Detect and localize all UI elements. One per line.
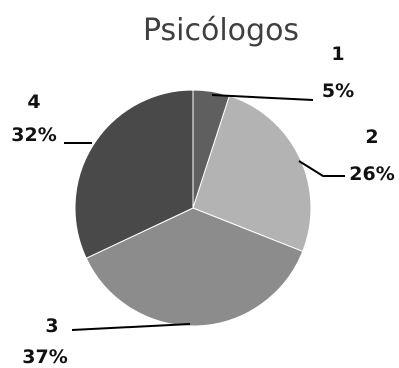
slice-labels: 1 5% 2 26% 3 37% 4 32% bbox=[11, 43, 394, 368]
slice-category-2: 2 bbox=[365, 126, 378, 148]
slice-category-1: 1 bbox=[331, 43, 344, 65]
leader-line-3 bbox=[71, 323, 191, 331]
slice-percent-4: 32% bbox=[11, 124, 56, 146]
slice-category-3: 3 bbox=[45, 315, 58, 337]
slice-category-4: 4 bbox=[27, 91, 40, 113]
chart-title: Psicólogos bbox=[143, 13, 299, 48]
pie-slice-3 bbox=[85, 207, 304, 327]
pie-slice-4 bbox=[74, 89, 194, 259]
leader-lines bbox=[64, 94, 345, 331]
pie-slices bbox=[74, 89, 312, 327]
slice-percent-2: 26% bbox=[349, 163, 394, 185]
leader-line-2 bbox=[298, 160, 345, 177]
slice-percent-3: 37% bbox=[22, 346, 67, 368]
slice-percent-1: 5% bbox=[322, 80, 354, 102]
leader-line-1 bbox=[211, 94, 314, 101]
pie-slice-2 bbox=[192, 95, 312, 253]
